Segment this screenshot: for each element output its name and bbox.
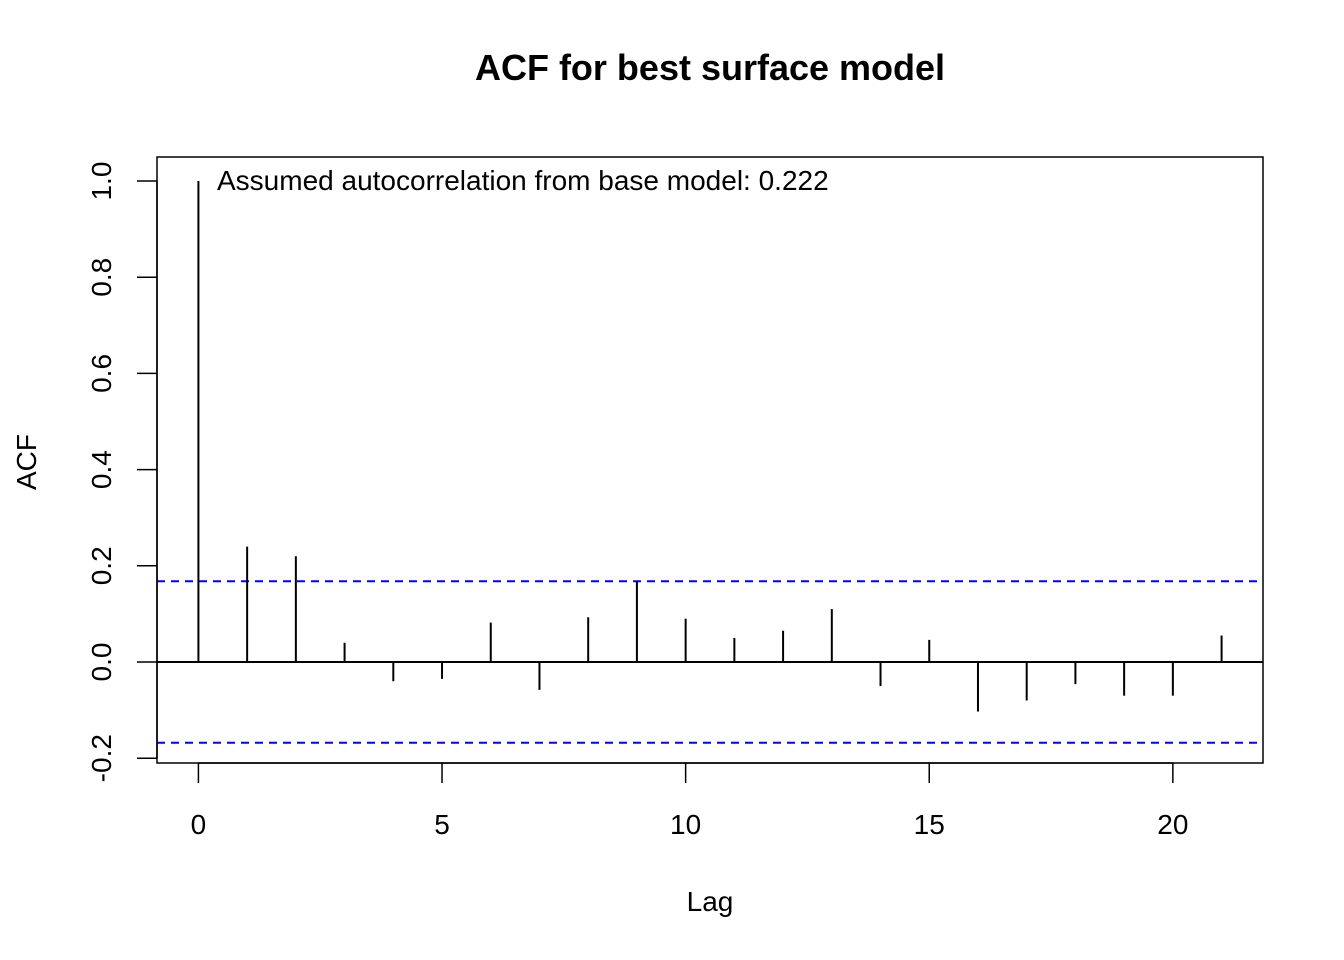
chart-title: ACF for best surface model — [475, 47, 945, 88]
x-axis-label: Lag — [687, 886, 734, 917]
x-tick-label: 0 — [191, 809, 207, 840]
y-tick-label: 0.6 — [86, 354, 117, 393]
y-tick-label: 0.4 — [86, 450, 117, 489]
y-tick-label: 0.2 — [86, 546, 117, 585]
plot-frame — [156, 156, 1264, 764]
y-tick-label: 0.8 — [86, 258, 117, 297]
assumed-autocorrelation-annotation: Assumed autocorrelation from base model:… — [217, 165, 829, 196]
x-tick-label: 10 — [670, 809, 701, 840]
x-tick-label: 15 — [914, 809, 945, 840]
x-tick-label: 5 — [434, 809, 450, 840]
x-tick-label: 20 — [1157, 809, 1188, 840]
y-tick-label: -0.2 — [86, 734, 117, 782]
y-tick-label: 0.0 — [86, 643, 117, 682]
y-axis-label: ACF — [11, 434, 42, 490]
y-tick-label: 1.0 — [86, 162, 117, 201]
